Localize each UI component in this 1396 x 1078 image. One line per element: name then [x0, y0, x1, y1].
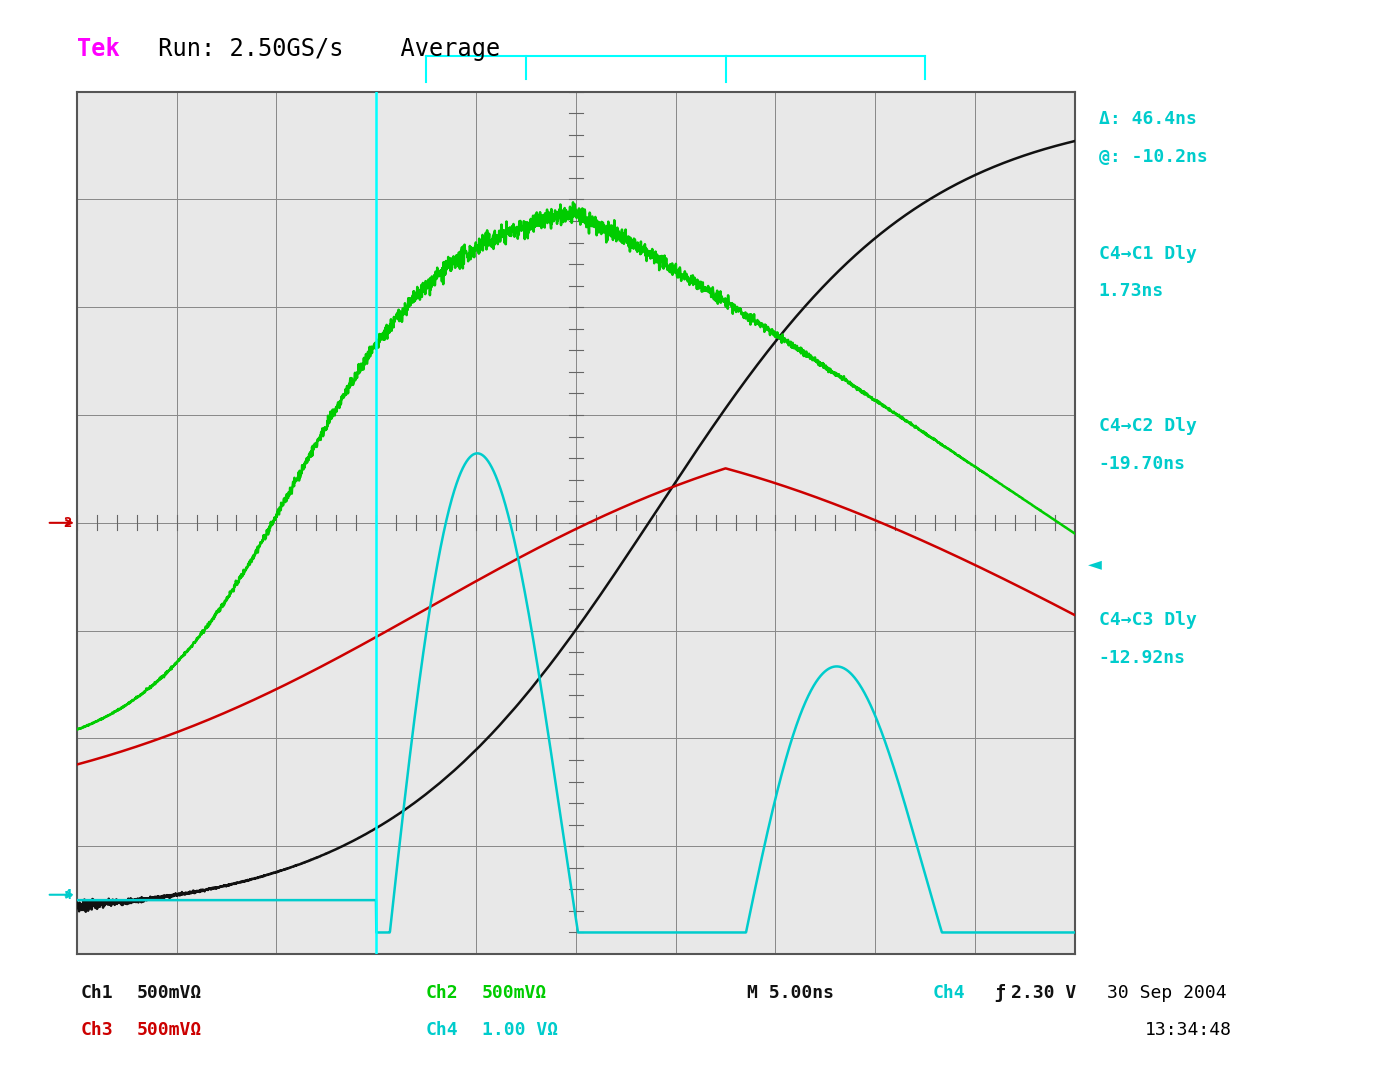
- Text: -19.70ns: -19.70ns: [1099, 455, 1185, 473]
- Text: Ch4: Ch4: [426, 1021, 458, 1039]
- Text: 1.00 VΩ: 1.00 VΩ: [482, 1021, 558, 1039]
- Text: Ch1: Ch1: [81, 984, 113, 1003]
- Text: C4→C3 Dly: C4→C3 Dly: [1099, 611, 1196, 630]
- Text: 4: 4: [63, 888, 71, 901]
- Text: @: -10.2ns: @: -10.2ns: [1099, 148, 1208, 166]
- Text: 500mVΩ: 500mVΩ: [137, 1021, 202, 1039]
- Text: 500mVΩ: 500mVΩ: [482, 984, 547, 1003]
- Text: 2: 2: [63, 516, 71, 529]
- Text: 30 Sep 2004: 30 Sep 2004: [1107, 984, 1227, 1003]
- Text: Ch2: Ch2: [426, 984, 458, 1003]
- Text: Tek: Tek: [77, 37, 120, 60]
- Text: ƒ: ƒ: [994, 984, 1005, 1003]
- Text: C4→C2 Dly: C4→C2 Dly: [1099, 417, 1196, 436]
- Text: Ch3: Ch3: [81, 1021, 113, 1039]
- Text: 13:34:48: 13:34:48: [1145, 1021, 1231, 1039]
- Text: M 5.00ns: M 5.00ns: [747, 984, 833, 1003]
- Text: C4→C1 Dly: C4→C1 Dly: [1099, 245, 1196, 263]
- Text: ◄: ◄: [1087, 555, 1101, 573]
- Text: Ch4: Ch4: [933, 984, 965, 1003]
- Text: 2.30 V: 2.30 V: [1011, 984, 1076, 1003]
- Text: 500mVΩ: 500mVΩ: [137, 984, 202, 1003]
- Text: Run: 2.50GS/s    Average: Run: 2.50GS/s Average: [144, 37, 500, 60]
- Text: 1.73ns: 1.73ns: [1099, 282, 1164, 301]
- Text: Δ: 46.4ns: Δ: 46.4ns: [1099, 110, 1196, 128]
- Text: -12.92ns: -12.92ns: [1099, 649, 1185, 667]
